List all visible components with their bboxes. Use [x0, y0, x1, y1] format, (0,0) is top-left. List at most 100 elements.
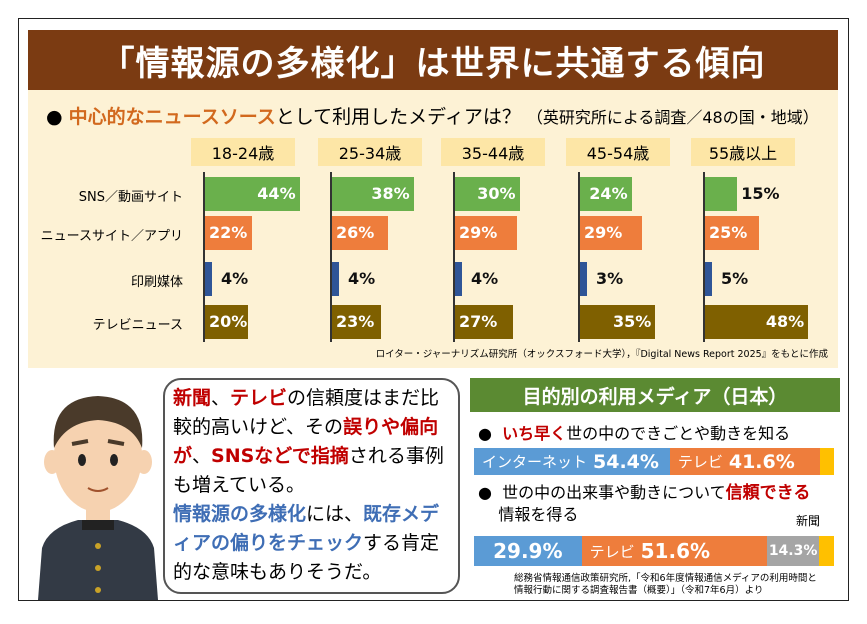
q1-highlight: いち早く [502, 424, 567, 443]
text-tv: テレビ [230, 387, 288, 409]
bar-value-label: 3% [596, 269, 624, 288]
q2-text: 世の中の出来事や動きについて [502, 483, 726, 502]
text: 、 [192, 445, 212, 467]
text-diversification: 情報源の多様化 [173, 503, 307, 525]
text-sns: SNSなどで指摘 [211, 445, 349, 467]
student-illustration [38, 396, 158, 600]
japan-source: 総務省情報通信政策研究所,「令和6年度情報通信メディアの利用時間と 情報行動に関す… [514, 573, 817, 597]
bar-segment: 14.3% [767, 536, 819, 566]
japan-panel-title: 目的別の利用メディア（日本） [470, 378, 840, 412]
bar-value-label: 48% [765, 312, 805, 331]
age-chart-panel: ● 中心的なニュースソースとして利用したメディアは？ （英研究所による調査／48の… [28, 90, 838, 368]
bar-value-label: 29% [584, 223, 623, 242]
row-label: ニュースサイト／アプリ [40, 229, 183, 244]
bar-value-label: 29% [459, 223, 498, 242]
segment-value: 54.4% [593, 450, 659, 473]
text: には、 [306, 503, 364, 525]
bar [580, 262, 587, 296]
bar [455, 216, 518, 250]
text-check: 既存メディアの偏りをチェック [173, 503, 440, 554]
bar-segment: テレビ 41.6% [669, 448, 820, 475]
bar-value-label: 27% [459, 312, 498, 331]
question-text: として利用したメディアは？ [275, 106, 521, 128]
age-header: 25-34歳 [318, 138, 422, 166]
bar-segment [818, 536, 834, 566]
text: する肯定的な意味もありそうだ。 [173, 532, 440, 583]
bar [455, 305, 514, 339]
bar [332, 305, 382, 339]
bar [332, 177, 414, 211]
text-newspaper: 新聞 [173, 387, 212, 409]
bar-value-label: 4% [471, 269, 499, 288]
source-line: 情報行動に関する調査報告書（概要）」（令和7年6月）より [514, 585, 764, 596]
trust-bar: 29.9% テレビ 51.6% 14.3% [474, 536, 834, 566]
bar-value-label: 30% [477, 184, 516, 203]
segment-label: インターネット [482, 453, 588, 471]
chart-question: ● 中心的なニュースソースとして利用したメディアは？ （英研究所による調査／48の… [46, 102, 819, 129]
bar [455, 177, 520, 211]
chart-source: ロイター・ジャーナリズム研究所（オックスフォード大学），『Digital New… [375, 349, 828, 360]
axis-line [453, 172, 455, 342]
speed-bar: インターネット 54.4% テレビ 41.6% [474, 448, 834, 475]
bar [705, 177, 738, 211]
age-header: 35-44歳 [441, 138, 545, 166]
bar [205, 177, 300, 211]
segment-value: 14.3% [768, 543, 818, 559]
segment-value: 41.6% [728, 450, 795, 473]
row-label: 印刷媒体 [130, 275, 183, 290]
bar-value-label: 4% [221, 269, 249, 288]
text: の信頼度はまだ比較的高いけど、その [173, 387, 440, 438]
bar-value-label: 20% [209, 312, 248, 331]
segment-value: 29.9% [493, 539, 563, 563]
bar-value-label: 35% [612, 312, 652, 331]
bar [205, 262, 212, 296]
axis-line [578, 172, 580, 342]
japan-media-panel: 目的別の利用メディア（日本） ● いち早く世の中のできごとや動きを知る インター… [466, 376, 844, 598]
segment-value: 51.6% [640, 539, 711, 563]
age-header: 55歳以上 [691, 138, 795, 166]
bar [205, 216, 253, 250]
bar-value-label: 4% [348, 269, 376, 288]
bar [455, 262, 462, 296]
bar [705, 305, 809, 339]
bar-value-label: 15% [741, 184, 780, 203]
source-line: 総務省情報通信政策研究所,「令和6年度情報通信メディアの利用時間と [514, 573, 817, 584]
speech-bubble: 新聞、テレビの信頼度はまだ比較的高いけど、その誤りや偏向が、SNSなどで指摘され… [163, 378, 460, 594]
question-sub: （英研究所による調査／48の国・地域） [526, 108, 819, 127]
bar-value-label: 22% [209, 223, 248, 242]
bar-value-label: 24% [589, 184, 628, 203]
row-label: SNS／動画サイト [78, 190, 183, 205]
bullet: ● [46, 106, 63, 128]
text-bias: 誤りや偏向が [173, 416, 439, 467]
page-title: 「情報源の多様化」は世界に共通する傾向 [28, 30, 838, 90]
newspaper-label: 新聞 [796, 514, 821, 528]
bar [705, 216, 759, 250]
age-header: 18-24歳 [191, 138, 295, 166]
question-highlight: 中心的なニュースソース [68, 106, 276, 128]
bar [580, 216, 643, 250]
bar [332, 262, 339, 296]
bar-segment: インターネット 54.4% [474, 448, 670, 475]
bar-value-label: 44% [257, 184, 296, 203]
axis-line [203, 172, 205, 342]
bar [580, 177, 632, 211]
bar-value-label: 23% [336, 312, 375, 331]
q2-text-2: 情報を得る [498, 505, 579, 524]
axis-line [330, 172, 332, 342]
q1-text: 世の中のできごとや動きを知る [566, 424, 791, 443]
bar-segment: テレビ 51.6% [581, 536, 768, 566]
bar [205, 305, 248, 339]
age-header: 45-54歳 [566, 138, 670, 166]
bar-value-label: 38% [371, 184, 410, 203]
outer-frame [18, 18, 849, 601]
bar [332, 216, 388, 250]
bar-segment [819, 448, 834, 475]
segment-label: テレビ [589, 542, 635, 561]
text: 、 [211, 387, 231, 409]
axis-line [703, 172, 705, 342]
bar-value-label: 26% [336, 223, 375, 242]
bar-segment: 29.9% [474, 536, 582, 566]
row-label: テレビニュース [92, 318, 183, 333]
segment-label: テレビ [677, 453, 723, 471]
bar [705, 262, 712, 296]
